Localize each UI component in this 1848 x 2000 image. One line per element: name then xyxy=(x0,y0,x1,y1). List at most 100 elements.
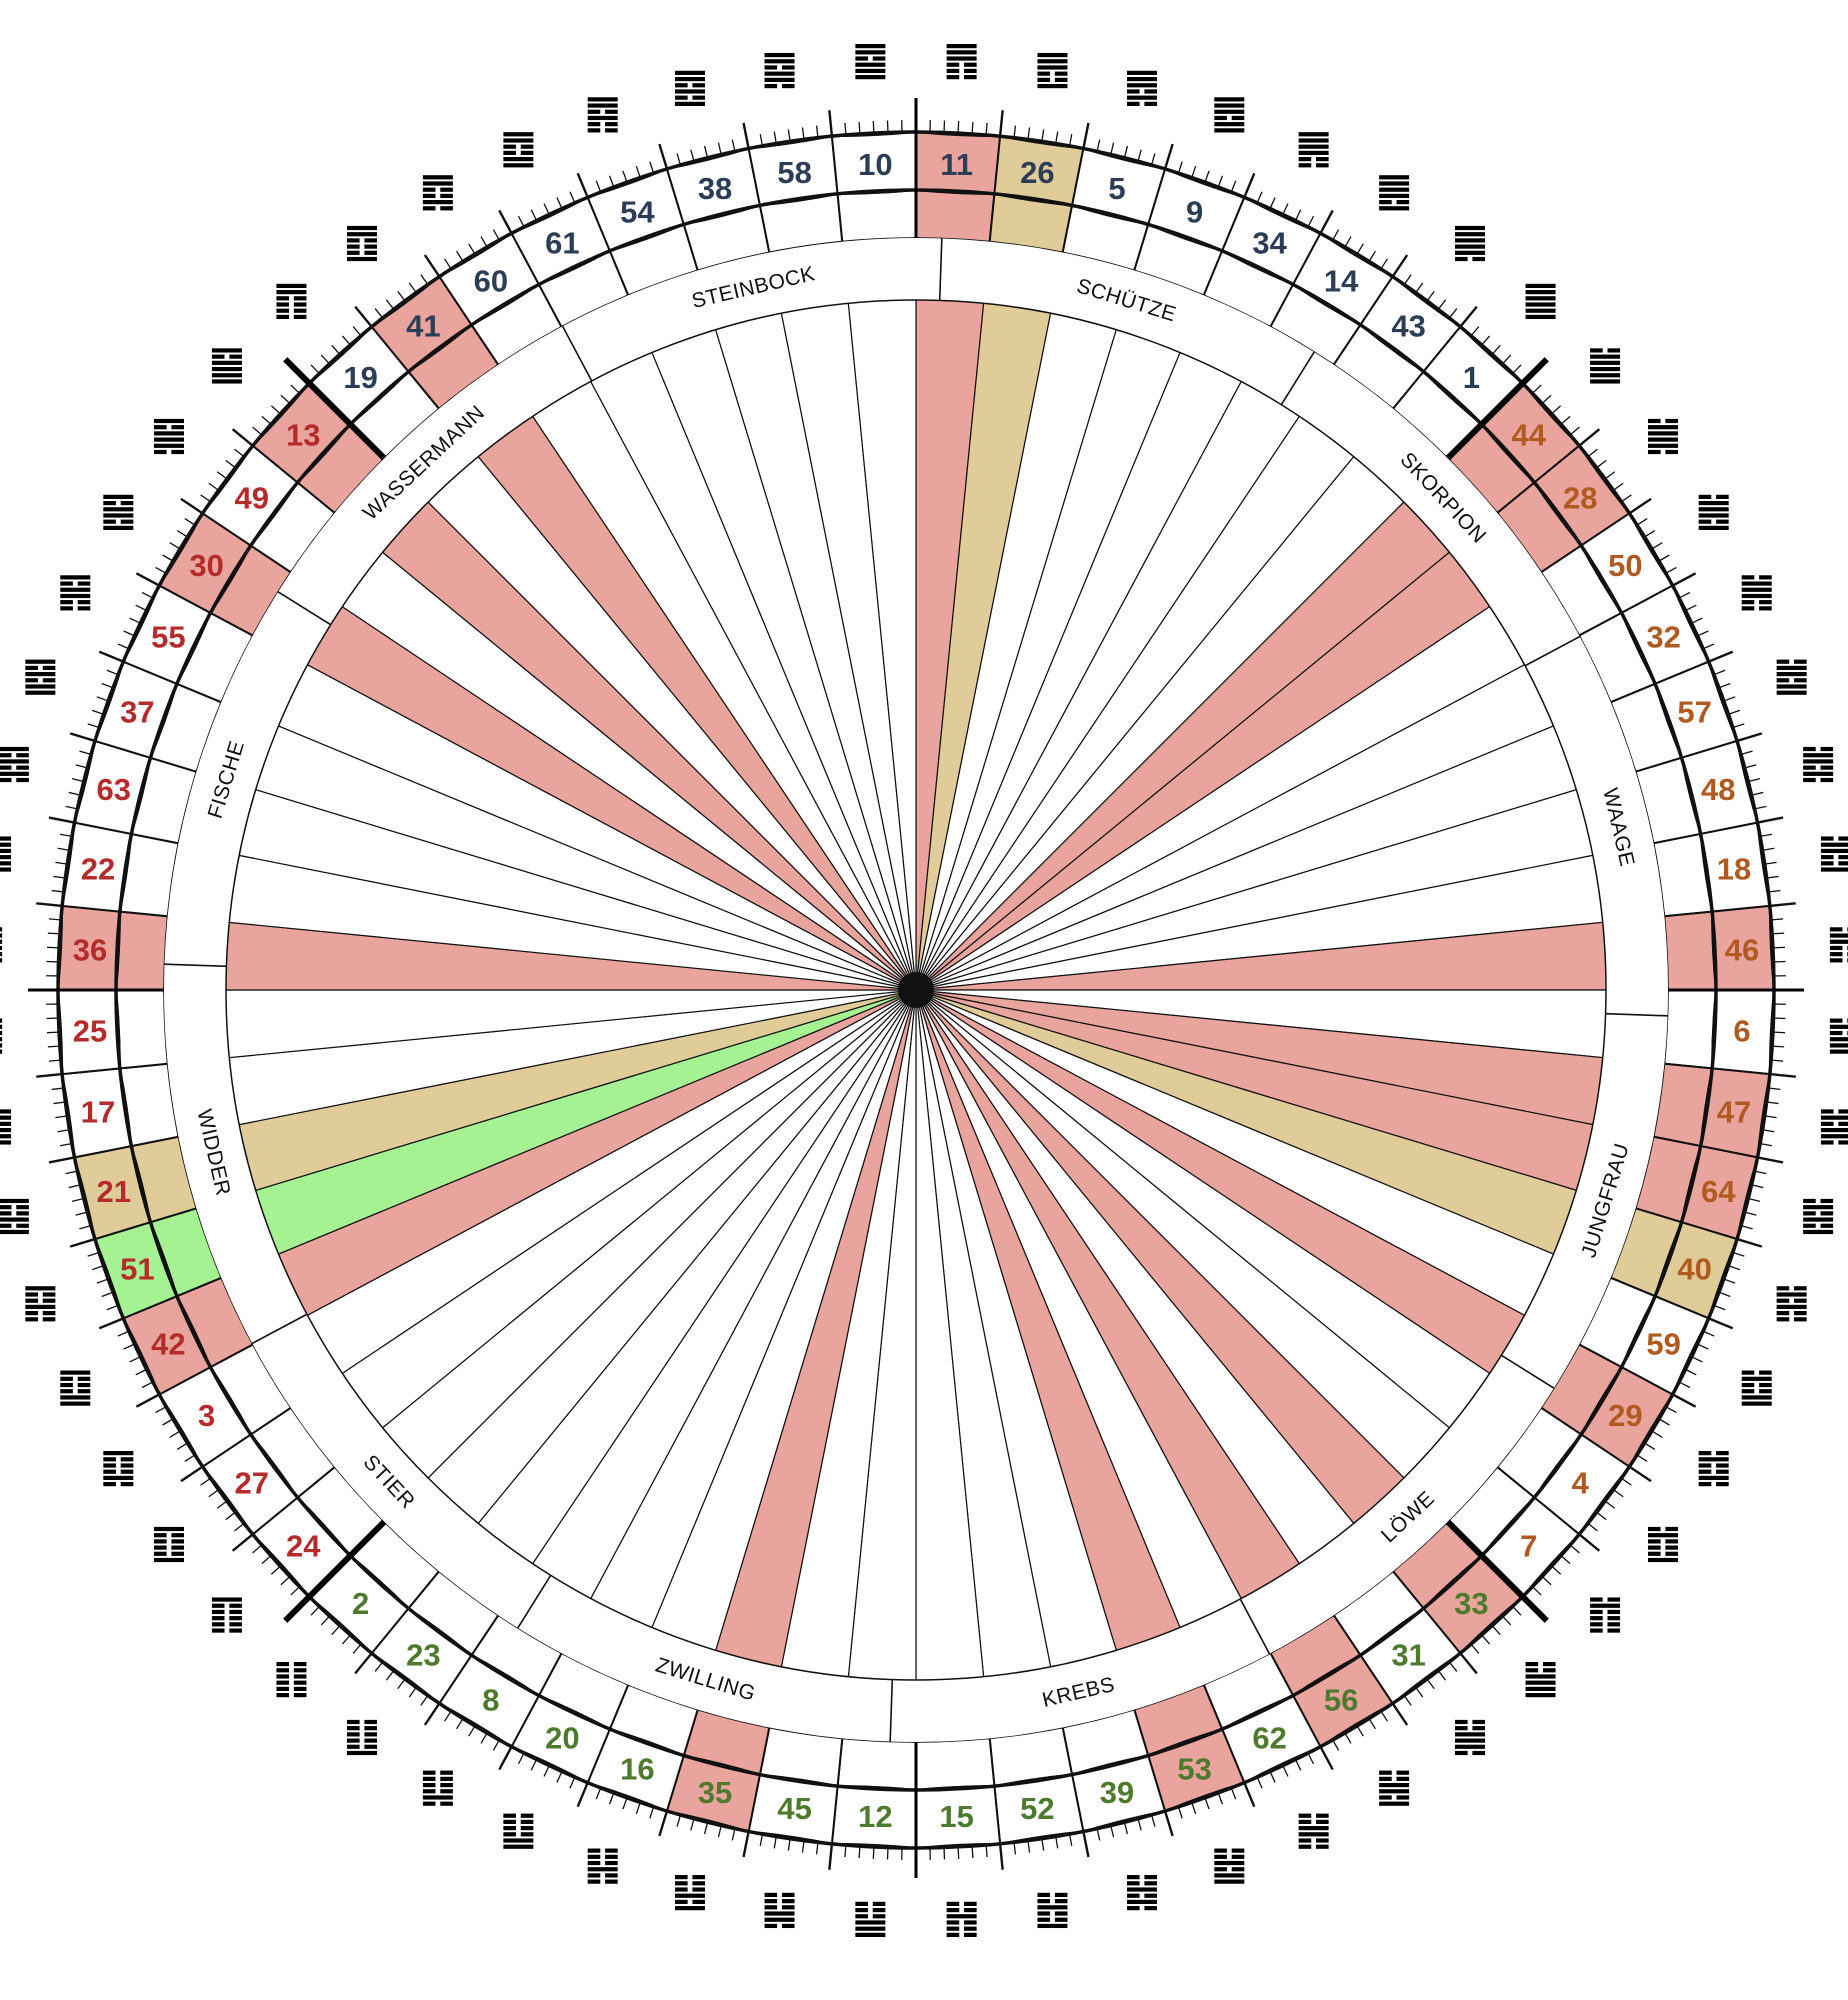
hexagram-symbols xyxy=(0,44,1848,1937)
degree-tick xyxy=(1578,1533,1601,1552)
degree-tick xyxy=(225,1511,236,1521)
degree-tick xyxy=(658,143,669,170)
degree-tick xyxy=(1243,172,1256,198)
degree-tick xyxy=(1470,326,1480,337)
degree-tick xyxy=(1380,1710,1388,1722)
degree-tick xyxy=(1740,1224,1753,1230)
degree-tick xyxy=(1096,139,1101,152)
hexagram-icon-48 xyxy=(1803,746,1834,783)
quarter-divider xyxy=(1445,357,1549,461)
degree-tick xyxy=(1764,1115,1777,1119)
degree-tick xyxy=(1736,732,1763,743)
degree-tick xyxy=(1027,127,1031,140)
sign-boundary xyxy=(251,1313,308,1345)
degree-tick xyxy=(1437,299,1447,310)
degree-tick xyxy=(1123,145,1129,158)
hexagram-icon-12 xyxy=(855,1901,886,1937)
degree-tick xyxy=(79,1224,92,1230)
degree-tick xyxy=(123,630,135,637)
hexagram-icon-11 xyxy=(946,44,977,80)
degree-tick xyxy=(556,197,563,209)
degree-tick xyxy=(1391,1702,1409,1726)
gate-number-64: 64 xyxy=(1701,1174,1736,1209)
degree-tick xyxy=(635,165,641,178)
degree-tick xyxy=(1177,161,1183,174)
degree-tick xyxy=(36,1072,63,1078)
degree-tick xyxy=(1491,344,1501,355)
degree-tick xyxy=(1636,518,1648,526)
gate-number-62: 62 xyxy=(1252,1721,1286,1756)
hexagram-icon-42 xyxy=(60,1370,91,1406)
degree-tick xyxy=(68,791,81,796)
hexagram-icon-10 xyxy=(855,44,886,80)
hexagram-icon-34 xyxy=(1298,132,1329,168)
gate-number-29: 29 xyxy=(1608,1398,1642,1433)
degree-tick xyxy=(1751,791,1764,796)
sign-boundary xyxy=(938,238,943,301)
hexagram-icon-16 xyxy=(587,1848,618,1884)
degree-tick xyxy=(676,153,682,166)
degree-tick xyxy=(1332,229,1340,241)
gate-number-26: 26 xyxy=(1020,155,1054,190)
degree-tick xyxy=(622,170,628,183)
degree-tick xyxy=(998,1843,1004,1870)
degree-tick xyxy=(420,1695,429,1706)
degree-tick xyxy=(1678,591,1691,599)
degree-tick xyxy=(53,875,66,879)
degree-tick xyxy=(1658,554,1670,562)
degree-tick xyxy=(1691,1356,1703,1363)
degree-tick xyxy=(498,209,513,234)
gate-number-21: 21 xyxy=(97,1174,131,1209)
gate-cell-inner-36 xyxy=(114,910,169,991)
hexagram-icon-35 xyxy=(675,1875,706,1911)
hexagram-icon-14 xyxy=(1379,175,1410,211)
degree-tick xyxy=(1448,1661,1458,1672)
gate-number-11: 11 xyxy=(940,147,973,182)
degree-tick xyxy=(773,1836,777,1849)
degree-tick xyxy=(1068,1834,1073,1847)
degree-tick xyxy=(1426,1678,1435,1690)
hexagram-icon-8 xyxy=(422,1770,453,1806)
degree-tick xyxy=(595,1787,602,1800)
degree-tick xyxy=(1728,709,1741,715)
gate-number-58: 58 xyxy=(777,155,811,190)
gate-number-7: 7 xyxy=(1520,1528,1537,1563)
hexagram-icon-1 xyxy=(1525,283,1556,320)
degree-tick xyxy=(1772,946,1785,949)
degree-tick xyxy=(1217,175,1224,188)
degree-tick xyxy=(1748,1197,1761,1203)
degree-tick xyxy=(1532,1586,1542,1596)
degree-tick xyxy=(608,1792,615,1805)
degree-tick xyxy=(1068,133,1073,146)
gate-number-12: 12 xyxy=(858,1799,892,1834)
degree-tick xyxy=(1356,1725,1364,1737)
degree-tick xyxy=(1757,816,1784,824)
degree-tick xyxy=(1123,1822,1129,1835)
gate-number-42: 42 xyxy=(151,1327,185,1362)
degree-tick xyxy=(1628,1465,1652,1483)
degree-tick xyxy=(1177,1806,1183,1819)
degree-tick xyxy=(1217,1792,1224,1805)
degree-tick xyxy=(252,1544,263,1554)
degree-tick xyxy=(1702,643,1715,650)
gate-number-32: 32 xyxy=(1646,619,1680,654)
degree-tick xyxy=(397,1678,406,1690)
degree-tick xyxy=(47,1031,60,1034)
gate-cell-inner-10 xyxy=(836,188,917,243)
degree-tick xyxy=(1541,1576,1552,1586)
degree-tick xyxy=(569,191,576,204)
degree-tick xyxy=(169,542,181,550)
degree-tick xyxy=(200,1477,211,1486)
gate-number-1: 1 xyxy=(1463,360,1480,395)
degree-tick xyxy=(1027,1840,1031,1853)
degree-tick xyxy=(1481,1634,1491,1645)
degree-tick xyxy=(858,1846,861,1859)
hexagram-icon-2 xyxy=(276,1661,307,1698)
degree-tick xyxy=(1678,1381,1691,1389)
degree-tick xyxy=(872,121,875,134)
degree-tick xyxy=(59,833,72,838)
degree-tick xyxy=(1269,197,1276,209)
degree-tick xyxy=(1772,1045,1785,1048)
degree-tick xyxy=(234,1522,245,1532)
